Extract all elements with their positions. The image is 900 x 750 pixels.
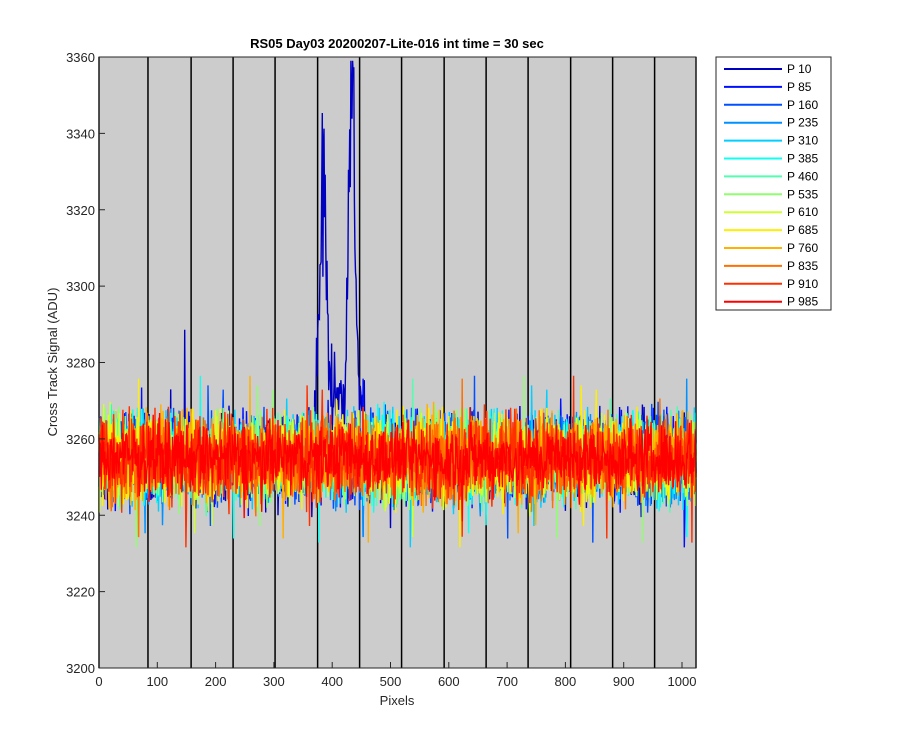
y-tick-label: 3240 xyxy=(66,508,95,523)
legend-entry: P 685 xyxy=(787,223,818,237)
legend-entry: P 385 xyxy=(787,152,818,166)
y-axis: 3200 3220 3240 3260 3280 3300 3320 3340 3360 xyxy=(66,50,105,676)
x-tick-label: 0 xyxy=(95,674,102,689)
legend-entry: P 910 xyxy=(787,277,818,291)
legend-entry: P 160 xyxy=(787,98,818,112)
x-tick-label: 1000 xyxy=(668,674,697,689)
chart-title: RS05 Day03 20200207-Lite-016 int time = … xyxy=(250,36,544,51)
x-tick-label: 600 xyxy=(438,674,460,689)
x-tick-label: 200 xyxy=(205,674,227,689)
x-tick-label: 500 xyxy=(380,674,402,689)
y-tick-label: 3340 xyxy=(66,126,95,141)
plot-background xyxy=(99,57,696,668)
legend-entry: P 235 xyxy=(787,116,818,130)
x-tick-label: 800 xyxy=(555,674,577,689)
legend-entry: P 760 xyxy=(787,241,818,255)
y-axis-label: Cross Track Signal (ADU) xyxy=(45,288,60,437)
legend: P 10 P 85 P 160 P 235 P 310 P 385 P 460 P 535 P … xyxy=(715,56,832,311)
y-tick-label: 3220 xyxy=(66,585,95,600)
y-tick-label: 3300 xyxy=(66,279,95,294)
legend-entry: P 10 xyxy=(787,62,812,76)
series-line-p-985 xyxy=(98,412,697,522)
legend-entry: P 535 xyxy=(787,187,818,201)
x-tick-label: 900 xyxy=(613,674,635,689)
y-tick-label: 3320 xyxy=(66,203,95,218)
legend-entry: P 835 xyxy=(787,259,818,273)
x-tick-label: 700 xyxy=(496,674,518,689)
legend-entry: P 85 xyxy=(787,80,812,94)
y-tick-label: 3360 xyxy=(66,50,95,65)
legend-box xyxy=(715,56,832,311)
y-tick-label: 3280 xyxy=(66,356,95,371)
x-tick-label: 100 xyxy=(146,674,168,689)
y-tick-label: 3260 xyxy=(66,432,95,447)
x-tick-label: 400 xyxy=(321,674,343,689)
legend-entry: P 985 xyxy=(787,295,818,309)
x-axis: 0 100 200 300 400 500 600 700 800 900 1000 xyxy=(95,662,696,689)
x-tick-label: 300 xyxy=(263,674,285,689)
legend-entry: P 310 xyxy=(787,134,818,148)
x-axis-label: Pixels xyxy=(380,693,415,708)
legend-entry: P 610 xyxy=(787,205,818,219)
y-tick-label: 3200 xyxy=(66,661,95,676)
legend-entry: P 460 xyxy=(787,169,818,183)
series-layer xyxy=(98,60,697,548)
